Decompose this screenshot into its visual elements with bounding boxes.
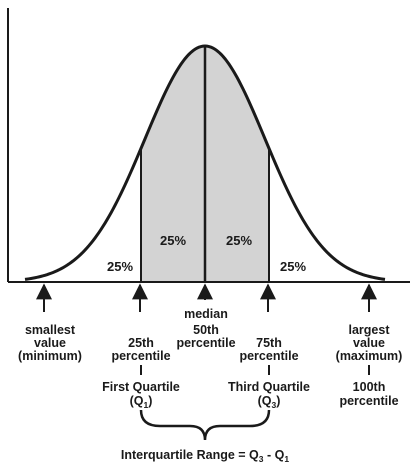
maximum-label-line3: (maximum) (336, 349, 403, 363)
third-quartile-label: Third Quartile (228, 380, 310, 394)
minimum-label-line1: smallest (25, 323, 76, 337)
iqr-formula: Interquartile Range = Q3 - Q1 (121, 448, 289, 464)
q3-percentile-line2: percentile (239, 349, 298, 363)
median-label-line2: 50th (193, 323, 219, 337)
q1-percentile-line1: 25th (128, 336, 154, 350)
third-quartile-symbol: (Q3) (258, 394, 281, 410)
maximum-label-line1: largest (349, 323, 391, 337)
q1-percentile-line2: percentile (111, 349, 170, 363)
max-percentile-line2: percentile (339, 394, 398, 408)
lower-tail-percent: 25% (107, 259, 133, 274)
second-quarter-percent: 25% (160, 233, 186, 248)
median-label-line3: percentile (176, 336, 235, 350)
q3-percentile-line1: 75th (256, 336, 282, 350)
max-percentile-line1: 100th (353, 380, 386, 394)
iqr-brace (139, 409, 271, 441)
upper-tail-percent: 25% (280, 259, 306, 274)
third-quarter-percent: 25% (226, 233, 252, 248)
first-quartile-label: First Quartile (102, 380, 180, 394)
minimum-label-line3: (minimum) (18, 349, 82, 363)
median-label-line1: median (184, 307, 228, 321)
minimum-label-line2: value (34, 336, 66, 350)
first-quartile-symbol: (Q1) (130, 394, 153, 410)
maximum-label-line2: value (353, 336, 385, 350)
